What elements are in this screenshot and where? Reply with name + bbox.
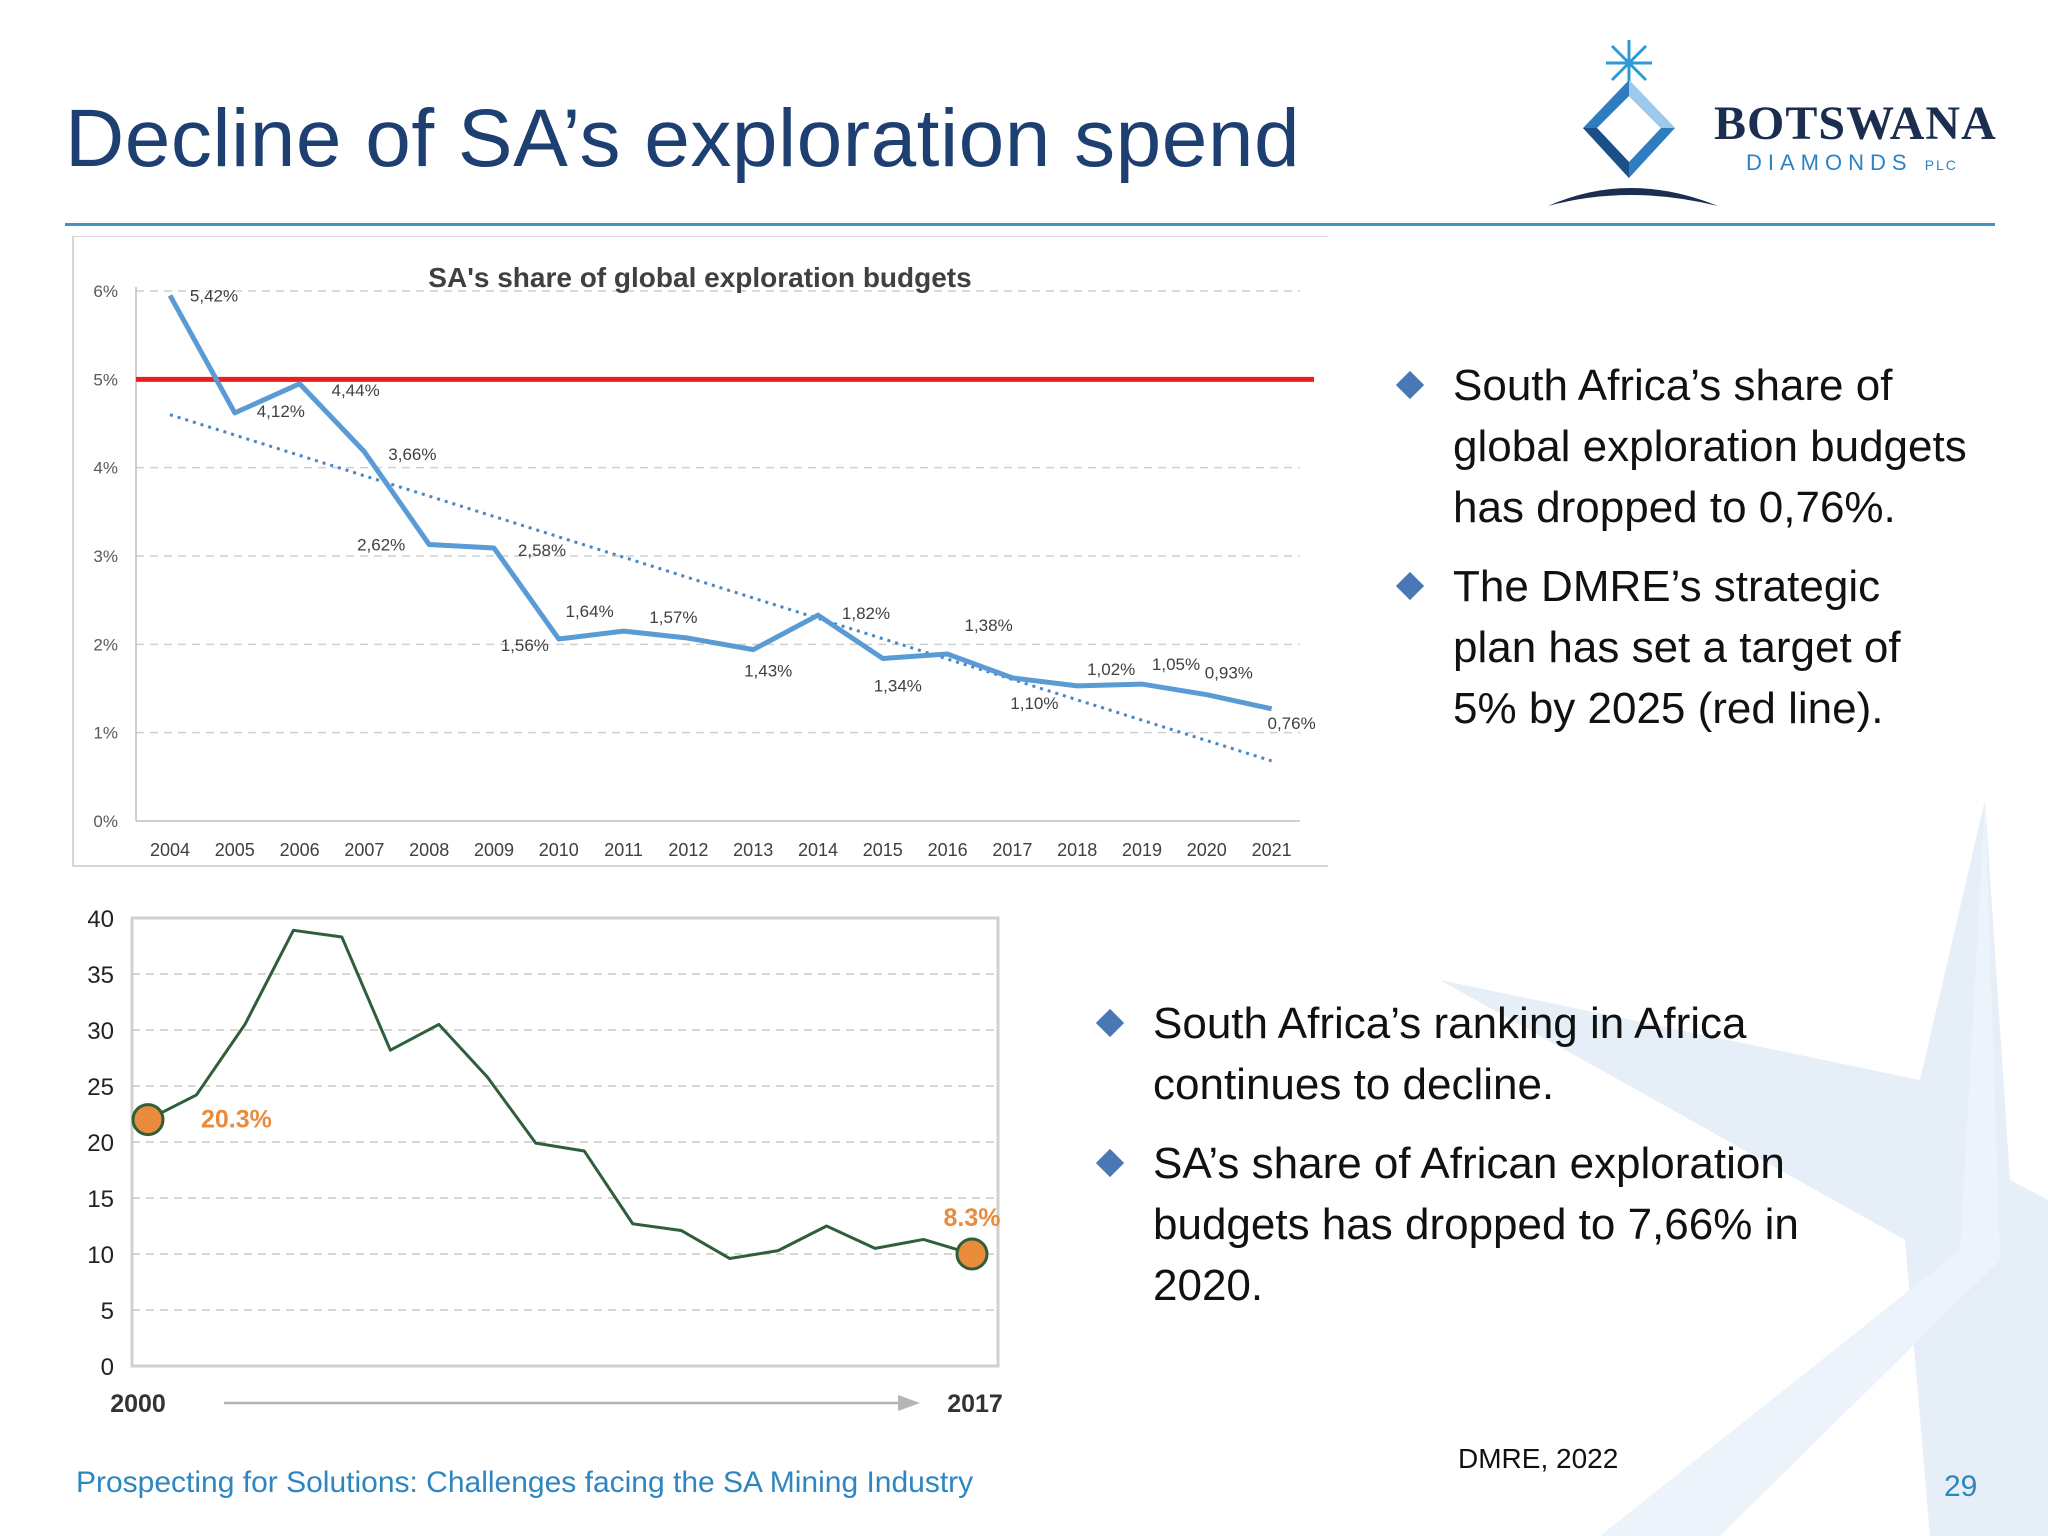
arrow-head-icon [898,1395,920,1411]
data-label: 1,82% [842,604,890,623]
data-label: 1,10% [1010,694,1058,713]
global-share-chart-frame: 0% 1% 2% 3% 4% 5% 6% 2004 2005 2006 2007 2008 2009 20… [72,236,1328,867]
global-share-chart: 0% 1% 2% 3% 4% 5% 6% 2004 2005 2006 2007 2008 2009 20… [93,262,1315,860]
y-tick-label: 35 [88,962,114,989]
y-tick-label: 5% [93,370,118,389]
x-tick-label: 2018 [1057,840,1097,860]
x-tick-label: 2014 [798,840,838,860]
y-tick-label: 20 [88,1130,114,1157]
y-tick-label: 15 [88,1186,114,1213]
y-tick-label: 4% [93,459,118,478]
x-end-label: 2017 [947,1390,1003,1418]
x-tick-label: 2012 [668,840,708,860]
y-tick-label: 25 [88,1074,114,1101]
data-label: 1,64% [565,602,613,621]
data-label: 4,12% [257,402,305,421]
y-tick-label: 30 [88,1018,114,1045]
data-label: 1,57% [649,608,697,627]
bullet-item: South Africa’s share of global explorati… [1395,355,1973,538]
star-icon [1606,40,1652,86]
y-tick-label: 1% [93,724,118,743]
data-label: 4,44% [331,381,379,400]
y-tick-label: 3% [93,547,118,566]
x-tick-label: 2016 [928,840,968,860]
x-tick-label: 2020 [1187,840,1227,860]
page-number: 29 [1944,1470,1978,1503]
chart-title: SA's share of global exploration budgets [428,262,971,293]
start-marker-label: 20.3% [201,1106,272,1134]
x-start-label: 2000 [110,1390,166,1418]
x-tick-label: 2007 [344,840,384,860]
data-label: 1,43% [744,662,792,681]
y-tick-label: 0 [101,1354,114,1381]
x-tick-label: 2010 [539,840,579,860]
botswana-diamonds-logo [1548,40,1718,206]
bullet-item: The DMRE’s strategic plan has set a targ… [1395,556,1973,739]
data-label: 2,58% [518,541,566,560]
africa-share-chart: 0 5 10 15 20 25 30 35 40 20.3% 8.3% 2000 2017 [88,906,1003,1418]
trendline [169,413,1273,763]
end-marker [955,1237,989,1271]
end-marker-label: 8.3% [944,1204,1001,1232]
bullet-list-top: South Africa’s share of global explorati… [1395,355,1973,757]
footer-text: Prospecting for Solutions: Challenges fa… [76,1466,974,1499]
x-tick-label: 2004 [150,840,190,860]
data-label: 0,76% [1267,714,1315,733]
y-tick-label: 5 [101,1298,114,1325]
data-label: 2,62% [357,536,405,555]
data-label: 5,42% [190,286,238,305]
data-label: 1,05% [1152,655,1200,674]
start-marker [131,1103,165,1137]
bullet-item: South Africa’s ranking in Africa continu… [1095,993,1873,1115]
x-tick-label: 2006 [280,840,320,860]
bullet-item: SA’s share of African exploration budget… [1095,1133,1873,1316]
x-tick-label: 2013 [733,840,773,860]
x-tick-label: 2019 [1122,840,1162,860]
series-line [147,928,973,1260]
y-tick-label: 40 [88,906,114,933]
x-tick-label: 2011 [604,840,643,860]
data-label: 1,02% [1087,660,1135,679]
x-tick-label: 2009 [474,840,514,860]
y-tick-label: 2% [93,635,118,654]
x-tick-label: 2008 [409,840,449,860]
page-title: Decline of SA’s exploration spend [65,93,1301,184]
data-label: 1,34% [874,676,922,695]
bullet-list-bottom: South Africa’s ranking in Africa continu… [1095,993,1873,1334]
data-label: 0,93% [1205,664,1253,683]
data-label: 3,66% [388,445,436,464]
data-label: 1,38% [964,616,1012,635]
source-note: DMRE, 2022 [1458,1443,1619,1474]
series-line [167,294,1273,712]
x-tick-label: 2021 [1252,840,1292,860]
x-tick-label: 2005 [215,840,255,860]
x-tick-label: 2015 [863,840,903,860]
y-tick-label: 0% [93,812,118,831]
data-label: 1,56% [501,636,549,655]
y-tick-label: 6% [93,282,118,301]
title-divider [65,223,1995,226]
logo-wordmark: BOTSWANA [1714,97,1997,150]
x-tick-label: 2017 [992,840,1032,860]
y-tick-label: 10 [88,1242,114,1269]
logo-subtitle: DIAMONDS PLC [1746,150,1958,175]
